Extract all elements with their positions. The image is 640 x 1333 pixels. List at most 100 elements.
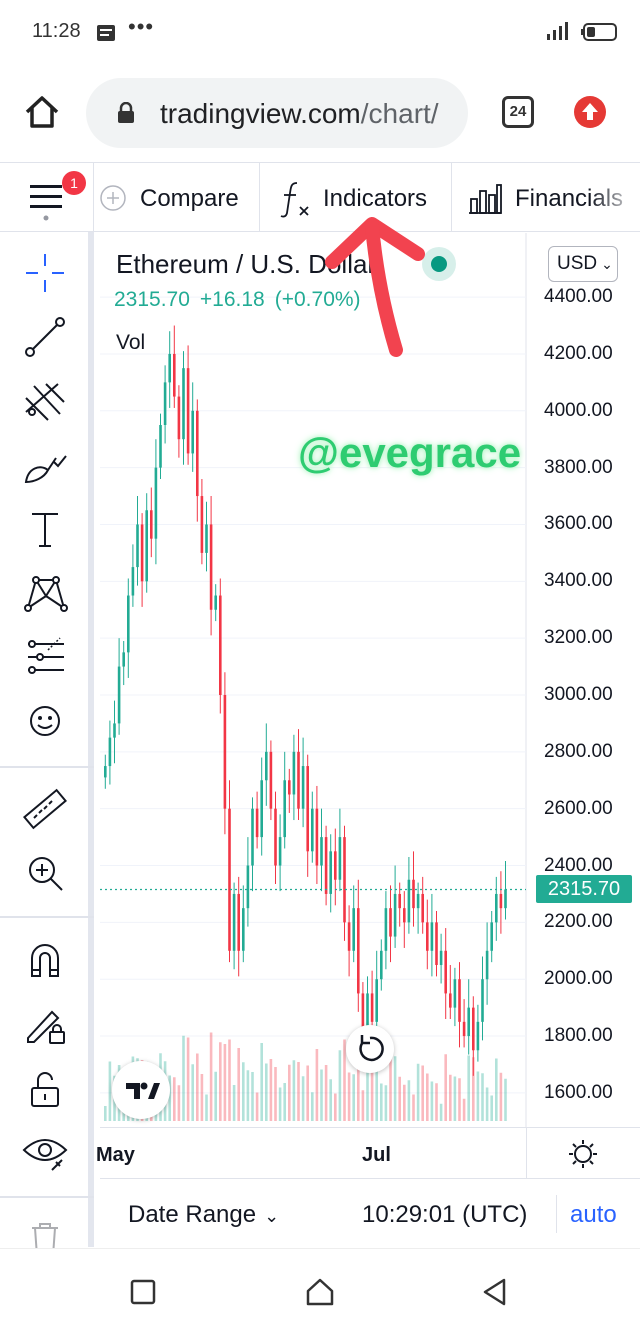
chart-area[interactable]: Ethereum / U.S. Dollar 2315.70 +16.18 (+0.… [100,233,640,1127]
recents-square-icon[interactable] [130,1279,156,1305]
volume-bar [499,1072,503,1121]
menu-button[interactable]: 1 [0,163,94,231]
volume-bar [237,1048,240,1121]
signal-strength-icon [547,22,568,40]
utc-clock[interactable]: 10:29:01 (UTC) [362,1201,528,1228]
candle-body [219,595,222,695]
battery-icon [581,23,617,41]
crosshair-icon[interactable] [18,246,72,300]
candle-body [389,908,392,937]
volume-bar [462,1098,466,1121]
volume-bar [278,1087,282,1121]
volume-bar [173,1077,176,1121]
currency-select[interactable]: USD ⌄ [548,246,618,282]
volume-bar [444,1054,447,1121]
auto-scale-button[interactable]: auto [570,1201,617,1228]
ruler-icon[interactable] [18,782,72,836]
candle-body [301,766,305,809]
candle-body [366,993,369,1037]
tradingview-logo[interactable] [112,1061,170,1119]
candle-body [136,524,139,568]
eye-hide-icon[interactable] [18,1126,72,1180]
status-more-notifications: ••• [128,14,155,39]
volume-indicator-label[interactable]: Vol [116,331,146,354]
candle-body [375,979,378,1022]
annotation-arrow [325,217,425,357]
candle-body [490,922,493,951]
volume-bar [219,1042,222,1121]
volume-bar [481,1073,484,1121]
candle-body [265,751,268,781]
fib-pitchfork-icon[interactable] [18,374,72,428]
chart-settings-button[interactable] [526,1127,640,1178]
volume-bar [426,1073,429,1121]
volume-bar [370,1067,374,1121]
unlock-icon[interactable] [18,1062,72,1116]
compare-button[interactable]: Compare [100,163,260,231]
candle-body [412,879,415,909]
tradingview-logo-icon [126,1082,160,1099]
price-change-percent: (+0.70%) [274,288,361,311]
y-tick-label: 2400.00 [544,854,613,876]
current-price-label: 2315.70 [536,875,632,904]
price-chart[interactable] [100,233,640,1127]
magnet-icon[interactable] [18,934,72,988]
lock-drawing-icon[interactable] [18,998,72,1052]
drawing-toolbar [0,232,94,1257]
candle-body [320,837,323,866]
y-tick-label: 3400.00 [544,570,613,592]
time-axis[interactable]: May Jul [96,1127,526,1178]
emoji-icon[interactable] [18,694,72,748]
candle-body [329,851,332,894]
volume-bar [251,1072,254,1121]
volume-bar [393,1056,397,1121]
candle-body [338,837,342,880]
reset-chart-button[interactable] [346,1025,394,1073]
toolbar-overflow-fade [590,163,640,231]
hamburger-menu-icon [30,185,62,221]
volume-bar [255,1092,259,1121]
browser-update-button[interactable] [574,96,606,128]
browser-home-icon[interactable] [22,92,62,132]
volume-bar [361,1090,365,1121]
brush-icon[interactable] [18,438,72,492]
volume-bar [435,1083,438,1121]
candle-body [274,808,277,866]
volume-bar [467,1055,470,1121]
text-tool-icon[interactable] [18,502,72,556]
plus-circle-icon [100,185,126,211]
zoom-in-icon[interactable] [18,846,72,900]
volume-bar [246,1070,250,1121]
url-text: tradingview.com/chart/ [160,98,439,130]
gear-icon [569,1140,597,1168]
volume-bar [168,1075,171,1121]
volume-bar [421,1065,424,1121]
volume-bar [177,1085,181,1121]
candle-body [200,496,204,553]
volume-bar [196,1053,199,1121]
toolbar-divider [0,1196,94,1198]
volume-bar [274,1067,277,1121]
tab-switcher-button[interactable]: 24 [502,96,534,128]
date-range-button[interactable]: Date Range ⌄ [128,1201,279,1229]
address-bar[interactable]: tradingview.com/chart/ [86,78,468,148]
indicators-button[interactable]: Indicators [261,163,452,231]
volume-bar [384,1085,388,1121]
url-path: /chart/ [360,98,439,129]
candle-body [398,893,401,909]
home-nav-icon[interactable] [305,1277,335,1307]
candle-body [127,595,130,653]
trend-line-icon[interactable] [18,310,72,364]
y-tick-label: 2600.00 [544,797,613,819]
toolbar-divider [0,916,94,918]
prediction-tool-icon[interactable] [18,630,72,684]
url-host: tradingview.com [160,98,361,129]
candle-body [163,382,167,425]
volume-bar [186,1037,190,1121]
y-tick-label: 3000.00 [544,684,613,705]
y-tick-label: 2800.00 [544,740,613,762]
last-price: 2315.70 [114,288,190,311]
back-triangle-icon[interactable] [480,1277,510,1307]
pattern-tool-icon[interactable] [18,566,72,620]
arrow-up-icon [582,103,598,120]
